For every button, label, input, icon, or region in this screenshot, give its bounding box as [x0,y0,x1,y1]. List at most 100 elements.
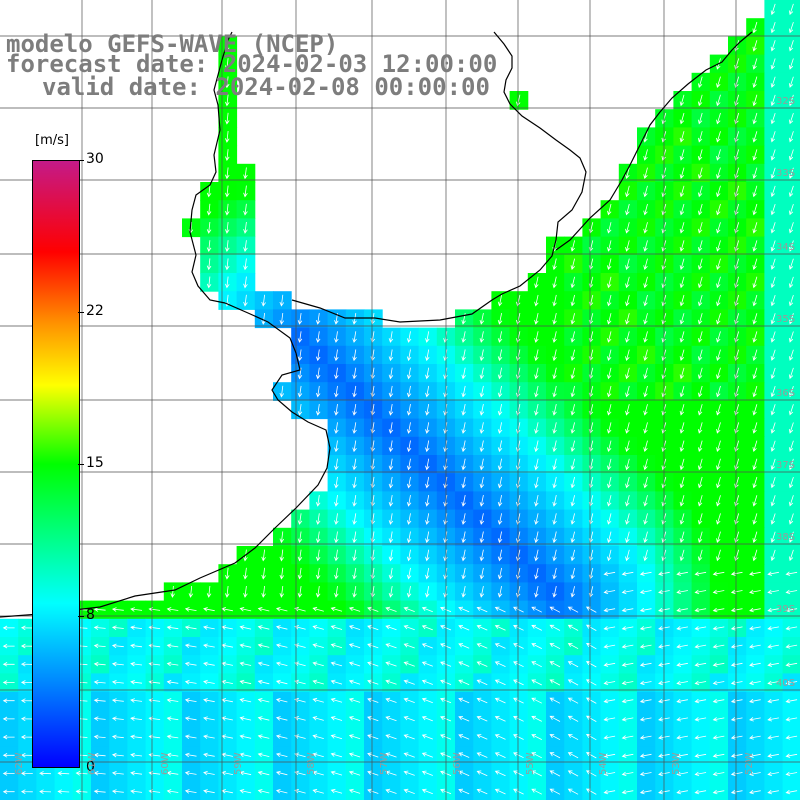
wind-arrow [767,698,779,704]
wind-arrow [352,549,357,562]
wind-arrow [534,313,539,325]
wind-arrow [752,458,758,471]
wind-arrow [639,771,652,777]
wind-speed-cell [109,782,128,800]
wind-arrow [567,752,579,759]
wind-arrow [770,531,776,543]
wind-arrow [352,476,357,489]
wind-arrow [767,789,779,795]
wind-arrow [166,607,179,612]
wind-arrow [552,331,557,343]
wind-speed-cell [91,782,110,800]
wind-arrow [385,716,397,722]
wind-arrow [676,662,688,667]
wind-arrow [643,131,648,143]
wind-arrow [788,222,794,234]
wind-arrow [388,567,394,580]
wind-arrow [184,698,197,703]
wind-arrow [716,331,721,343]
wind-arrow [570,531,575,544]
wind-arrow [552,549,557,562]
wind-arrow [603,571,616,576]
wind-arrow [694,607,707,613]
wind-arrow [206,203,212,216]
latitude-label: 37S [776,460,795,471]
wind-arrow [552,513,557,525]
wind-arrow [534,567,539,580]
wind-arrow [712,698,725,704]
colorbar-tick-15: 15 [86,455,104,471]
wind-arrow [767,735,779,740]
wind-arrow [697,222,703,234]
wind-arrow [549,752,561,759]
wind-arrow [603,662,616,667]
latitude-labels: 32S 33S 34S 35S 36S 37S 38S 39S 40S [776,96,795,689]
wind-arrow [130,771,143,776]
wind-arrow [752,131,758,143]
wind-arrow [730,753,743,758]
wind-arrow [239,716,252,721]
wind-arrow [497,385,503,398]
wind-arrow [166,661,179,667]
wind-arrow [788,294,794,307]
wind-speed-cell [254,782,274,800]
wind-arrow [621,571,634,576]
wind-arrow [621,698,634,704]
wind-arrow [330,643,343,649]
wind-arrow [166,698,179,703]
wind-arrow [513,715,524,722]
wind-arrow [643,422,648,434]
wind-arrow [166,770,179,776]
wind-arrow [225,276,230,289]
wind-arrow [348,697,361,703]
coastline-estuary-north [291,31,587,323]
wind-arrow [239,679,252,685]
wind-arrow [712,717,725,722]
wind-arrow [625,404,630,416]
wind-arrow [603,735,616,740]
wind-arrow [494,606,506,613]
wind-arrow [497,440,503,453]
wind-arrow [549,734,561,741]
wind-arrow [607,549,612,562]
wind-arrow [730,789,743,795]
longitude-label: 60W [160,752,171,775]
wind-speed-cell [473,782,492,800]
wind-speed-cell [54,782,74,800]
wind-arrow [752,276,758,289]
wind-arrow [243,585,248,598]
wind-arrow [425,422,430,434]
wind-arrow [770,112,776,125]
wind-arrow [697,94,703,107]
wind-arrow [639,644,652,649]
wind-arrow [770,222,776,234]
wind-arrow [607,349,612,362]
colorbar-tickmark [78,616,84,617]
wind-arrow [239,734,252,739]
wind-arrow [752,294,758,307]
wind-arrow [497,531,503,544]
wind-arrow [552,567,557,580]
wind-arrow [421,788,433,795]
wind-arrow [348,643,361,649]
wind-arrow [330,625,343,630]
wind-arrow [388,367,394,380]
wind-arrow [425,440,430,453]
wind-arrow [225,240,230,253]
wind-arrow [549,679,561,686]
wind-arrow [712,662,725,667]
wind-arrow [694,771,707,777]
wind-arrow [770,240,776,252]
wind-arrow [513,697,524,704]
wind-arrow [421,679,433,685]
wind-arrow [621,789,634,795]
wind-arrow [625,422,630,434]
longitude-label: 52W [744,752,755,775]
wind-arrow [785,698,798,704]
wind-arrow [297,567,303,580]
wind-arrow [585,715,597,722]
wind-arrow [785,662,798,667]
wind-arrow [730,644,743,649]
wind-arrow [188,585,194,598]
wind-arrow [552,404,557,416]
